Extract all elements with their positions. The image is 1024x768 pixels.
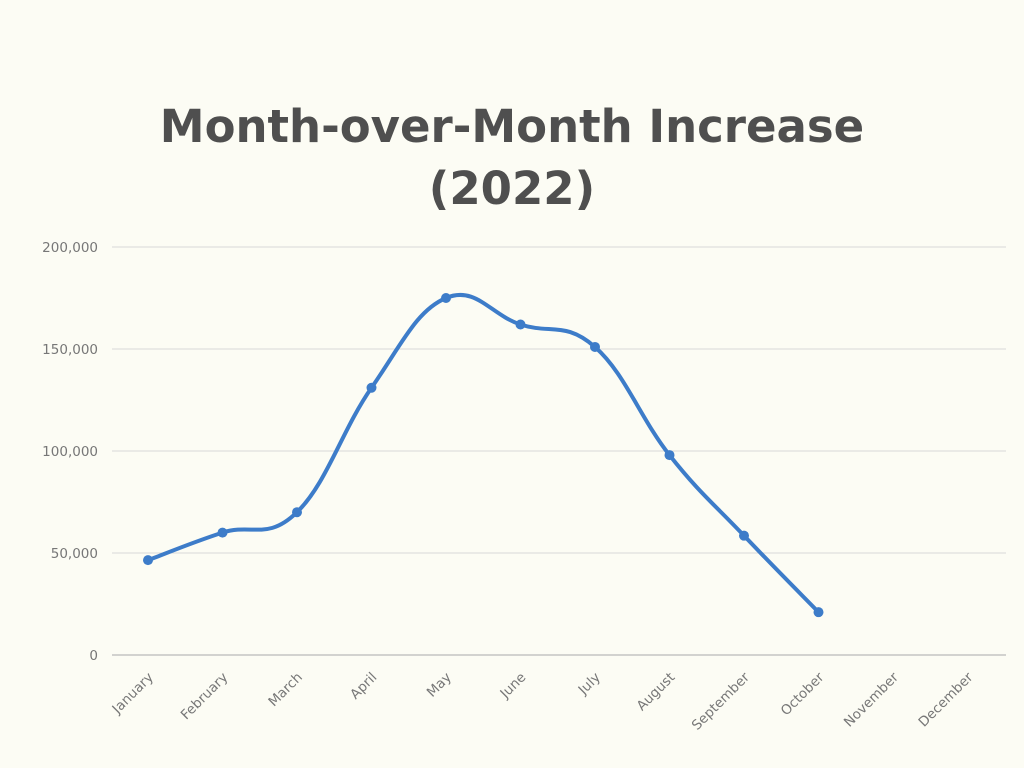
data-point [515, 319, 526, 330]
data-point [292, 507, 302, 518]
chart-title: Month-over-Month Increase (2022) [0, 96, 1024, 220]
y-tick-label: 100,000 [42, 444, 98, 460]
series-line [146, 292, 821, 615]
x-axis-tick-labels: January February March April May June July Augu… [109, 669, 977, 733]
data-point [590, 341, 600, 352]
x-tick-label: April [347, 670, 380, 703]
y-tick-label: 50,000 [51, 546, 98, 562]
data-point [739, 530, 749, 541]
chart-title-line-1: Month-over-Month Increase [159, 100, 865, 153]
x-tick-label: July [575, 670, 604, 699]
y-tick-label: 0 [89, 648, 98, 664]
x-tick-label: February [178, 670, 232, 724]
x-tick-label: December [916, 669, 977, 730]
chart-title-line-2: (2022) [428, 162, 596, 215]
data-point [813, 607, 824, 618]
data-point [441, 293, 451, 303]
data-point [143, 555, 153, 566]
x-tick-label: October [778, 669, 828, 719]
y-axis-tick-labels: 0 50,000 100,000 150,000 200,000 [42, 240, 98, 664]
series-layer [143, 292, 824, 618]
x-tick-label: March [265, 670, 305, 710]
y-tick-label: 200,000 [42, 240, 98, 256]
data-point [366, 382, 377, 393]
x-tick-label: August [634, 670, 679, 715]
x-tick-label: June [497, 670, 530, 703]
data-point [217, 527, 228, 538]
x-tick-label: January [109, 670, 157, 718]
x-tick-label: November [841, 669, 902, 730]
data-point [664, 450, 675, 461]
x-tick-label: September [689, 669, 753, 733]
gridlines [112, 246, 1006, 656]
y-tick-label: 150,000 [42, 342, 98, 358]
x-tick-label: May [424, 670, 455, 701]
